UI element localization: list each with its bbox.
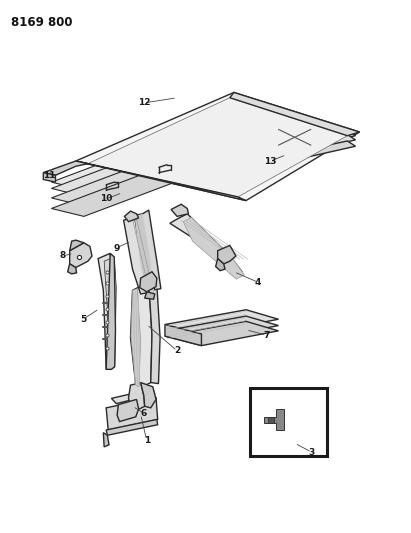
Text: 9: 9 <box>113 244 120 253</box>
Polygon shape <box>76 161 246 200</box>
Polygon shape <box>230 92 360 136</box>
Text: 2: 2 <box>174 346 180 356</box>
Polygon shape <box>124 216 147 294</box>
Text: 8: 8 <box>60 252 66 261</box>
Polygon shape <box>131 289 141 387</box>
Polygon shape <box>254 135 356 160</box>
Text: 6: 6 <box>141 409 147 418</box>
Polygon shape <box>51 130 266 206</box>
Polygon shape <box>216 259 225 271</box>
Polygon shape <box>70 243 92 268</box>
Polygon shape <box>183 217 245 279</box>
Text: 7: 7 <box>263 330 270 340</box>
Text: 13: 13 <box>264 157 277 166</box>
Polygon shape <box>125 211 139 222</box>
Text: 10: 10 <box>100 195 112 204</box>
Polygon shape <box>134 214 153 290</box>
Polygon shape <box>43 173 55 182</box>
Text: 11: 11 <box>43 171 55 180</box>
Polygon shape <box>254 141 356 166</box>
Polygon shape <box>129 383 145 410</box>
Polygon shape <box>106 397 158 430</box>
Polygon shape <box>51 114 266 190</box>
Polygon shape <box>103 433 109 447</box>
Polygon shape <box>43 161 88 175</box>
Polygon shape <box>104 257 116 369</box>
Polygon shape <box>141 383 156 408</box>
Text: 8169 800: 8169 800 <box>11 16 72 29</box>
Text: 12: 12 <box>138 99 150 108</box>
Polygon shape <box>145 292 155 299</box>
Polygon shape <box>137 210 161 290</box>
Polygon shape <box>254 131 356 156</box>
Polygon shape <box>106 253 115 369</box>
Text: 3: 3 <box>309 448 315 457</box>
Polygon shape <box>165 316 279 341</box>
Text: 1: 1 <box>143 436 150 445</box>
Polygon shape <box>268 417 275 423</box>
Text: 4: 4 <box>255 278 261 287</box>
Polygon shape <box>170 214 242 276</box>
Bar <box>250 388 327 456</box>
Polygon shape <box>165 321 279 345</box>
Polygon shape <box>218 245 236 264</box>
Polygon shape <box>264 409 284 430</box>
Polygon shape <box>111 389 155 403</box>
Polygon shape <box>106 419 158 435</box>
Polygon shape <box>117 399 139 422</box>
Polygon shape <box>149 282 160 384</box>
Polygon shape <box>98 253 113 369</box>
Polygon shape <box>88 98 347 197</box>
Polygon shape <box>76 92 360 200</box>
Polygon shape <box>171 204 189 216</box>
Polygon shape <box>131 282 152 388</box>
Polygon shape <box>165 325 201 345</box>
Polygon shape <box>165 310 279 334</box>
Polygon shape <box>68 264 76 274</box>
Polygon shape <box>70 240 84 251</box>
Text: 5: 5 <box>80 315 86 324</box>
Polygon shape <box>140 272 157 292</box>
Polygon shape <box>51 120 266 196</box>
Polygon shape <box>51 140 266 216</box>
